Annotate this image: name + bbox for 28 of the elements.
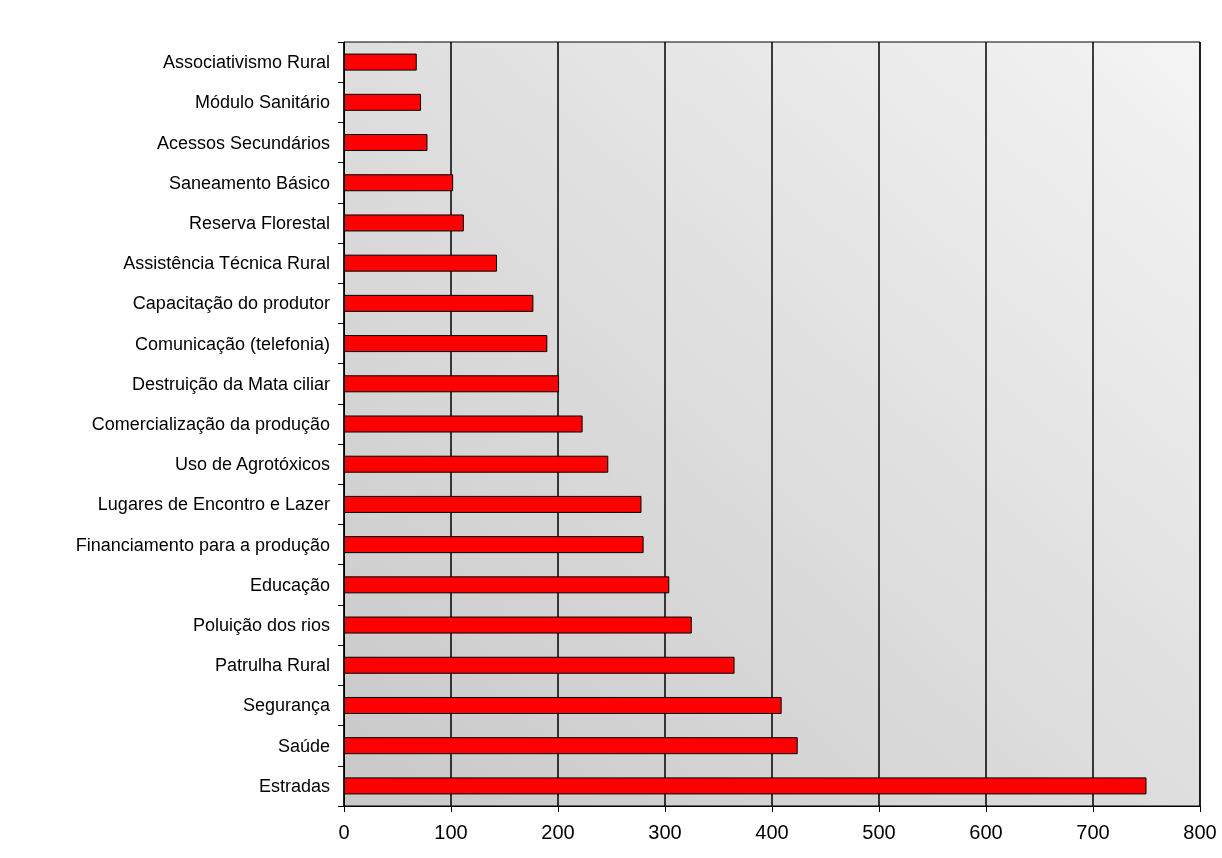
x-tick-label: 200 xyxy=(541,821,575,843)
y-tick-label: Capacitação do produtor xyxy=(132,293,330,314)
y-tick-label: Reserva Florestal xyxy=(188,212,330,233)
y-tick-label: Poluição dos rios xyxy=(192,615,330,636)
y-tick-label: Uso de Agrotóxicos xyxy=(174,454,330,475)
x-tick-label: 800 xyxy=(1183,821,1217,843)
y-tick-label: Saneamento Básico xyxy=(168,172,330,193)
x-tick-label: 600 xyxy=(969,821,1003,843)
y-tick-label: Comercialização da produção xyxy=(91,414,330,434)
x-tick-label: 0 xyxy=(338,821,350,843)
y-tick-label: Patrulha Rural xyxy=(214,655,330,676)
y-tick-label: Educação xyxy=(249,574,330,595)
y-tick-label: Comunicação (telefonia) xyxy=(134,333,330,354)
x-tick-label: 500 xyxy=(862,821,896,843)
x-tick-label: 700 xyxy=(1076,821,1110,843)
y-tick-label: Módulo Sanitário xyxy=(194,92,330,113)
y-tick-label: Saúde xyxy=(277,735,330,756)
y-tick-label: Financiamento para a produção xyxy=(75,534,330,555)
y-tick-label: Destruição da Mata ciliar xyxy=(131,373,330,394)
x-tick-label: 100 xyxy=(434,821,468,843)
x-tick-label: 400 xyxy=(755,821,789,843)
y-tick-label: Acessos Secundários xyxy=(156,132,330,153)
y-tick-label: Estradas xyxy=(258,775,330,796)
y-tick-label: Associativismo Rural xyxy=(162,52,330,73)
x-tick-label: 300 xyxy=(648,821,682,843)
y-tick-label: Lugares de Encontro e Lazer xyxy=(97,494,330,515)
y-tick-label: Assistência Técnica Rural xyxy=(123,253,330,274)
y-tick-label: Segurança xyxy=(242,695,331,716)
